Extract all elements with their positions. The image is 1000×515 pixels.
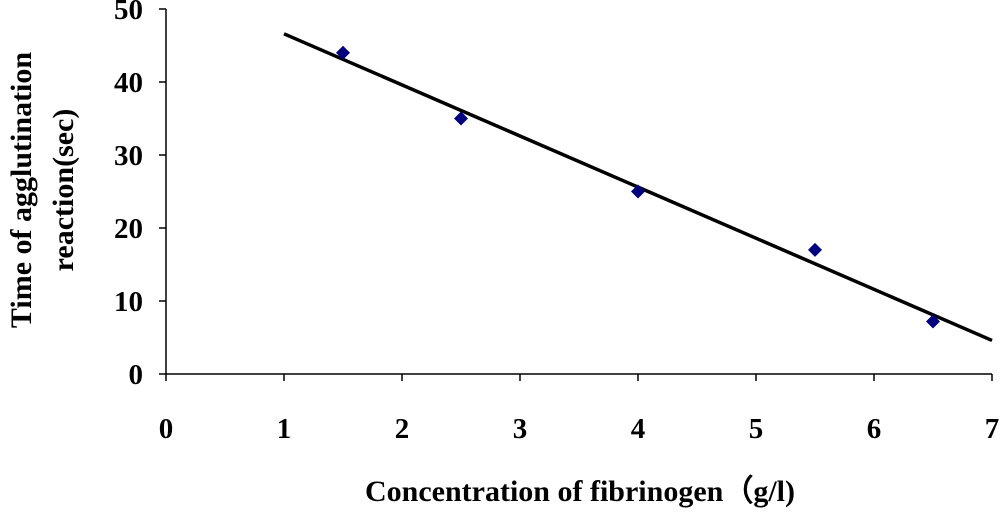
x-tick-label: 1: [277, 413, 292, 445]
data-point: [336, 45, 350, 60]
y-tick-label: 0: [129, 359, 144, 391]
x-tick-label: 3: [513, 413, 528, 445]
data-point: [631, 184, 645, 199]
y-axis-title-line-1: Time of agglutination: [5, 52, 38, 328]
x-tick-label: 4: [631, 413, 646, 445]
x-tick-label: 2: [395, 413, 410, 445]
x-axis-ticks: 0 1 2 3 4 5 6 7: [159, 374, 1000, 445]
data-point: [454, 111, 468, 126]
y-tick-label: 30: [114, 140, 143, 172]
y-tick-label: 40: [114, 67, 143, 99]
data-points: [336, 45, 940, 329]
y-tick-label: 50: [114, 0, 143, 26]
y-tick-label: 10: [114, 286, 143, 318]
y-tick-label: 20: [114, 213, 143, 245]
data-point: [808, 242, 822, 257]
x-tick-label: 5: [749, 413, 764, 445]
y-axis-title-line-2: reaction(sec): [47, 109, 80, 272]
data-point: [926, 314, 940, 329]
x-tick-label: 7: [985, 413, 1000, 445]
y-axis-ticks: 0 10 20 30 40 50: [114, 0, 166, 391]
axes: [165, 9, 992, 375]
x-axis-title: Concentration of fibrinogen（g/l): [365, 474, 795, 508]
x-tick-label: 0: [159, 413, 174, 445]
x-tick-label: 6: [867, 413, 882, 445]
